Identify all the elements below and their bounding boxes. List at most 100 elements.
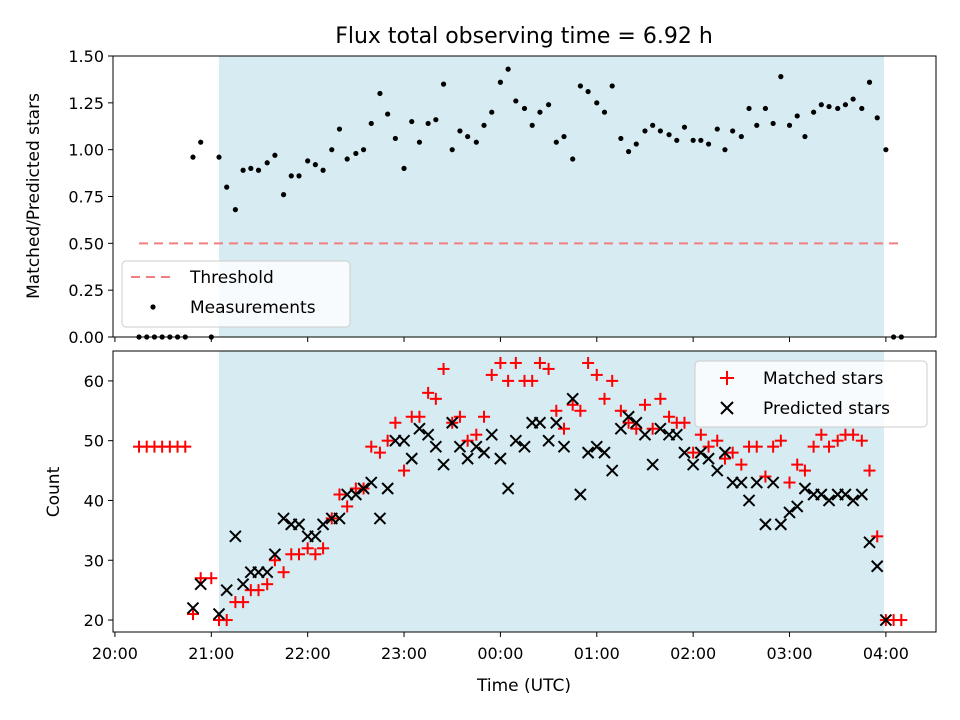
matched-star-point — [767, 440, 780, 453]
predicted-star-point — [461, 452, 474, 465]
matched-star-point — [855, 434, 868, 447]
matched-star-point — [268, 554, 281, 567]
predicted-star-point — [846, 494, 860, 507]
legend-predicted-swatch — [720, 401, 734, 415]
predicted-star-point — [879, 613, 893, 627]
predicted-star-point — [774, 518, 788, 531]
measurement-point — [577, 83, 583, 89]
measurement-point — [681, 124, 688, 130]
measurement-point — [826, 103, 832, 110]
matched-star-point — [261, 578, 274, 591]
measurement-point — [320, 167, 326, 173]
measurement-point — [594, 100, 600, 106]
measurement-point — [240, 167, 246, 173]
matched-star-point — [373, 446, 386, 459]
predicted-star-point — [316, 518, 330, 531]
measurement-point — [280, 192, 287, 198]
measurement-point — [618, 135, 624, 142]
bottom-y-axis-label: Count — [44, 466, 64, 517]
predicted-star-point — [822, 494, 836, 507]
top-legend: Threshold Measurements — [121, 260, 351, 328]
top-y-tick-label: 1.50 — [68, 47, 104, 66]
measurement-point — [248, 165, 254, 171]
bottom-y-tick-label: 20 — [84, 611, 104, 630]
matched-star-point — [194, 572, 207, 585]
predicted-star-point — [702, 452, 715, 465]
matched-star-point — [252, 584, 265, 597]
predicted-star-point — [349, 488, 363, 501]
matched-star-point — [478, 410, 491, 423]
matched-star-point — [398, 464, 411, 477]
predicted-star-point — [590, 440, 603, 453]
top-y-axis-label: Matched/Predicted stars — [24, 93, 44, 299]
predicted-star-point — [711, 464, 724, 477]
measurement-point — [842, 102, 849, 108]
x-tick-label: 22:00 — [285, 644, 331, 663]
predicted-star-point — [260, 566, 274, 579]
predicted-star-point — [446, 416, 459, 429]
measurement-point — [529, 122, 535, 128]
measurement-point — [601, 109, 608, 115]
measurement-point — [368, 120, 374, 127]
matched-star-point — [179, 440, 192, 453]
top-y-tick-label: 0.25 — [68, 281, 104, 300]
measurement-point — [561, 133, 567, 140]
matched-star-point — [550, 404, 563, 417]
predicted-star-point — [373, 512, 387, 525]
matched-star-point — [494, 356, 507, 369]
measurement-point — [353, 150, 359, 157]
matched-star-point — [389, 416, 402, 429]
measurement-point — [570, 156, 576, 162]
predicted-star-point — [194, 577, 207, 591]
measurement-point — [264, 160, 270, 166]
predicted-star-point — [542, 434, 555, 447]
measurement-point — [642, 128, 648, 134]
bottom-y-ticks: 20 30 40 50 60 — [84, 372, 113, 630]
predicted-star-point — [678, 446, 691, 459]
measurement-point — [288, 173, 294, 179]
matched-star-point — [871, 530, 884, 543]
measurement-point — [465, 133, 471, 140]
matched-star-point — [598, 392, 611, 405]
predicted-star-point — [839, 488, 852, 501]
predicted-star-point — [381, 482, 394, 495]
measurement-point — [457, 128, 463, 134]
x-tick-label: 00:00 — [477, 644, 523, 663]
matched-star-point — [726, 446, 739, 459]
matched-star-point — [485, 368, 498, 381]
predicted-star-point — [750, 476, 763, 489]
matched-star-point — [783, 476, 796, 489]
top-y-tick-label: 0.50 — [68, 234, 104, 253]
measurement-point — [585, 88, 591, 95]
predicted-star-point — [453, 440, 467, 453]
matched-star-point — [574, 404, 587, 417]
measurement-point — [674, 137, 680, 143]
predicted-star-point — [605, 464, 619, 477]
measurement-point — [850, 96, 856, 102]
predicted-star-point — [413, 422, 426, 435]
measurement-point — [794, 113, 800, 119]
x-axis-label: Time (UTC) — [476, 676, 571, 696]
predicted-star-point — [654, 422, 667, 435]
measurement-point — [770, 120, 776, 127]
matched-star-point — [277, 566, 290, 579]
predicted-star-point — [742, 494, 756, 507]
top-y-tick-label: 0.00 — [68, 328, 104, 347]
matched-star-point — [453, 410, 466, 423]
measurement-point — [401, 165, 407, 171]
predicted-star-point — [614, 422, 628, 435]
predicted-star-point — [236, 577, 250, 591]
predicted-star-point — [855, 488, 869, 501]
matched-star-point — [237, 596, 250, 609]
predicted-star-point — [477, 446, 491, 459]
legend-measurements-swatch — [150, 304, 156, 310]
measurement-points — [136, 66, 904, 340]
matched-star-point — [606, 374, 619, 387]
predicted-star-point — [268, 548, 282, 561]
matched-star-point — [220, 614, 233, 627]
predicted-star-point — [333, 512, 346, 525]
matched-star-point — [186, 608, 199, 621]
measurement-point — [521, 105, 528, 112]
predicted-star-point — [638, 428, 652, 441]
